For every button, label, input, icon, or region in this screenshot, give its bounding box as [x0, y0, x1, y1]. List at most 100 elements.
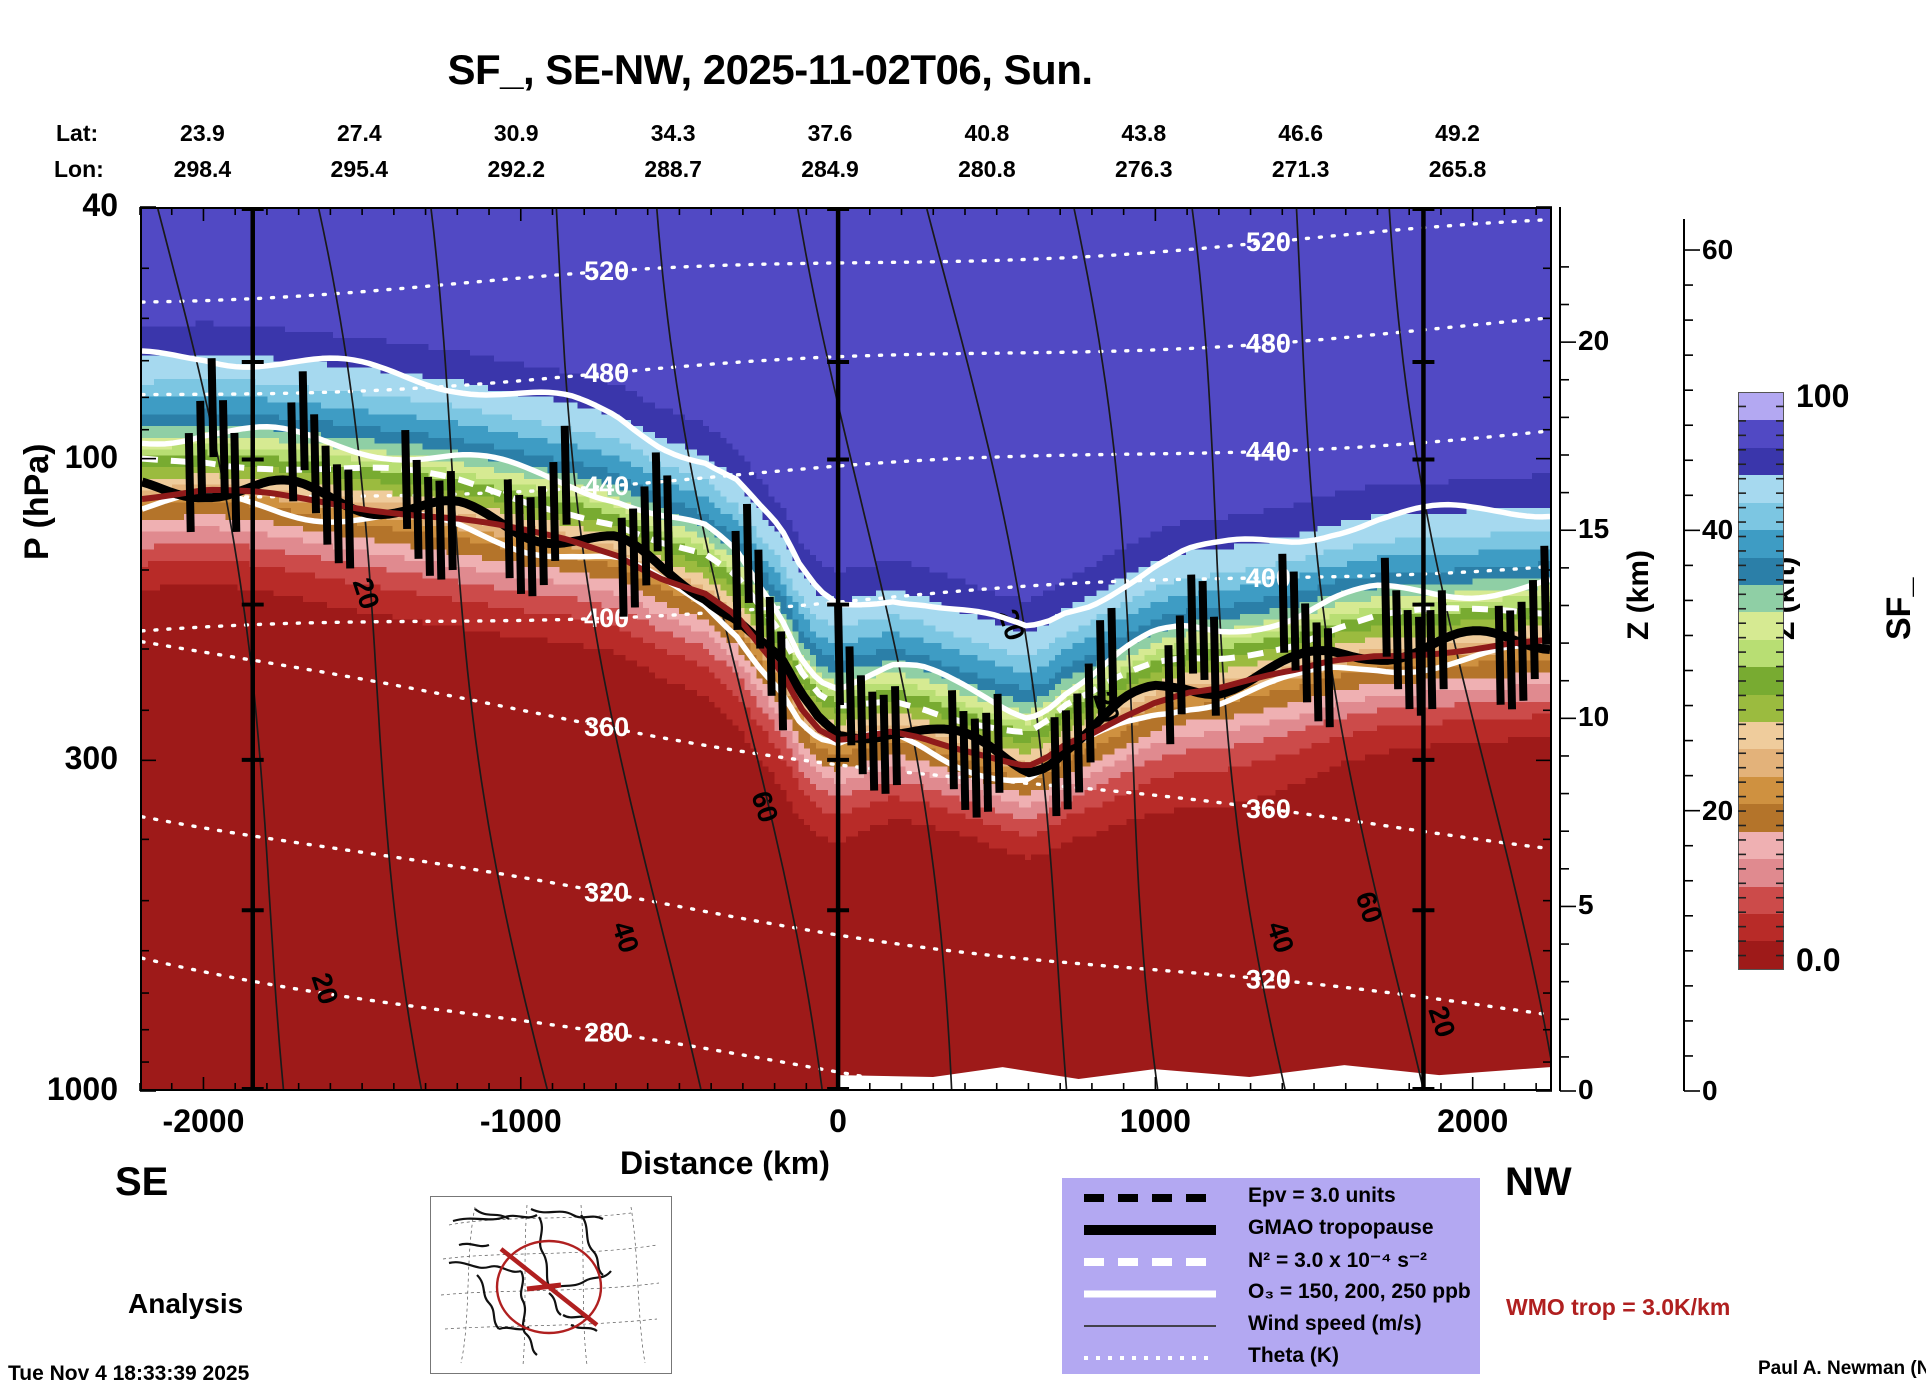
- colorbar-max-label: 100: [1796, 378, 1850, 414]
- legend-item[interactable]: Wind speed (m/s): [1080, 1310, 1480, 1342]
- theta-contour-label: 440: [1246, 436, 1291, 466]
- x-tick-label: -1000: [479, 1103, 562, 1139]
- colorbar-segment: [1739, 557, 1783, 585]
- z-kft-tick-label: 40: [1702, 514, 1734, 546]
- inset-locator-map[interactable]: [430, 1196, 672, 1374]
- colorbar-segment: [1739, 667, 1783, 695]
- wind-speed-contour: [655, 209, 823, 1089]
- legend-item[interactable]: GMAO tropopause: [1080, 1214, 1480, 1246]
- cross-section-plot[interactable]: 280 280 320 320 360 360 400 400 440 440 480 480 520 5…: [140, 207, 1552, 1091]
- colorbar-segment: [1739, 749, 1783, 777]
- epv-dash: [503, 479, 514, 579]
- epv-dash: [640, 486, 651, 586]
- epv-dash: [754, 549, 765, 649]
- theta-contour-label: 480: [584, 358, 629, 388]
- epv-dash: [948, 690, 958, 790]
- legend-item[interactable]: Theta (K): [1080, 1342, 1480, 1374]
- y-tick-label: 40: [82, 187, 118, 223]
- domain-circle: [495, 1239, 603, 1335]
- z-km-axis-title: Z (km): [1622, 550, 1655, 640]
- epv-dash: [344, 469, 355, 569]
- legend-line-sample: [1080, 1246, 1220, 1278]
- colorbar-segment: [1739, 804, 1783, 832]
- wind-speed-contour: [317, 209, 423, 1089]
- nw-endpoint-label: NW: [1505, 1160, 1572, 1204]
- legend-box[interactable]: Epv = 3.0 units GMAO tropopause N² = 3.0 x…: [1062, 1178, 1480, 1374]
- colorbar-segment: [1739, 584, 1783, 613]
- epv-dash: [549, 461, 560, 562]
- z-km-tick-label: 5: [1578, 889, 1594, 921]
- epv-dash: [560, 425, 571, 525]
- epv-dash: [196, 400, 207, 500]
- epv-dash: [184, 433, 195, 533]
- legend-item-label: N² = 3.0 x 10⁻⁴ s⁻²: [1248, 1249, 1428, 1272]
- theta-contour: [142, 815, 1550, 1017]
- epv-dash: [446, 471, 457, 571]
- epv-dash: [742, 503, 753, 603]
- legend-item[interactable]: O₃ = 150, 200, 250 ppb: [1080, 1278, 1480, 1310]
- z-km-tick-label: 0: [1578, 1074, 1594, 1105]
- wind-speed-contour: [157, 209, 285, 1089]
- analysis-label: Analysis: [128, 1288, 244, 1319]
- wind-speed-contour: [1191, 209, 1286, 1089]
- y-tick-label: 1000: [46, 1071, 118, 1107]
- colorbar-segment: [1739, 475, 1783, 503]
- epv-dash: [845, 646, 856, 746]
- epv-dash: [287, 402, 298, 502]
- theta-contour-label: 280: [584, 1018, 629, 1048]
- legend-item-label: Theta (K): [1248, 1344, 1339, 1367]
- epv-dash: [412, 459, 423, 559]
- lon-value: 288.7: [644, 156, 702, 182]
- epv-dash: [298, 371, 309, 471]
- legend-item[interactable]: N² = 3.0 x 10⁻⁴ s⁻²: [1080, 1246, 1480, 1278]
- theta-contour-label: 360: [584, 712, 629, 742]
- epv-dash: [891, 686, 901, 786]
- epv-dash: [1084, 663, 1095, 763]
- epv-dash: [959, 710, 970, 811]
- legend-item-label: Epv = 3.0 units: [1248, 1184, 1396, 1207]
- legend-item[interactable]: Epv = 3.0 units: [1080, 1182, 1480, 1214]
- colorbar-segment: [1739, 393, 1783, 421]
- lon-value: 265.8: [1428, 156, 1487, 182]
- lon-values-row: 298.4 295.4 292.2 288.7 284.9 280.8 276.3 271.3…: [0, 156, 1560, 186]
- epv-dash: [1278, 553, 1289, 653]
- epv-dash: [1061, 710, 1072, 810]
- wind-speed-contour: [1073, 209, 1159, 1089]
- page-title: SF_, SE-NW, 2025-11-02T06, Sun.: [447, 46, 1093, 93]
- lat-value: 43.8: [1121, 120, 1167, 146]
- legend-item-label: Wind speed (m/s): [1248, 1312, 1422, 1335]
- colorbar-segment: [1739, 420, 1783, 448]
- surface-gap: [838, 1065, 1550, 1089]
- epv-dash: [1175, 615, 1186, 715]
- epv-dash: [401, 429, 412, 530]
- epv-dash: [777, 631, 788, 731]
- epv-dash: [1164, 645, 1175, 745]
- epv-dash: [1506, 610, 1517, 710]
- z-kft-tick-label: 20: [1702, 794, 1734, 826]
- epv-dash: [1107, 607, 1118, 707]
- colorbar-title: SF_: [1880, 577, 1918, 640]
- epv-dash: [1073, 693, 1084, 793]
- wmo-trop-note: WMO trop = 3.0K/km: [1506, 1294, 1731, 1320]
- lat-value: 40.8: [964, 120, 1010, 146]
- legend-line-sample: [1080, 1182, 1220, 1214]
- colorbar[interactable]: [1738, 392, 1784, 970]
- epv-dash: [1312, 622, 1323, 722]
- epv-dash: [1415, 616, 1425, 716]
- x-axis-title: Distance (km): [620, 1145, 830, 1181]
- lat-value: 27.4: [336, 120, 382, 146]
- ozone-contour: [142, 423, 1550, 721]
- colorbar-segment: [1739, 941, 1783, 969]
- colorbar-segment: [1739, 859, 1783, 887]
- generation-timestamp: Tue Nov 4 18:33:39 2025: [8, 1362, 250, 1385]
- epv-dash: [207, 358, 218, 458]
- epv-dash: [1437, 590, 1448, 690]
- colorbar-segment: [1739, 530, 1783, 558]
- z-km-tick-label: 20: [1578, 325, 1610, 357]
- lat-label: Lat:: [56, 120, 99, 146]
- epv-dash: [879, 694, 890, 794]
- inset-map-svg: [440, 1204, 660, 1366]
- theta-contour: [142, 316, 1550, 397]
- lon-value: 276.3: [1114, 156, 1173, 182]
- epv-dash: [856, 675, 867, 775]
